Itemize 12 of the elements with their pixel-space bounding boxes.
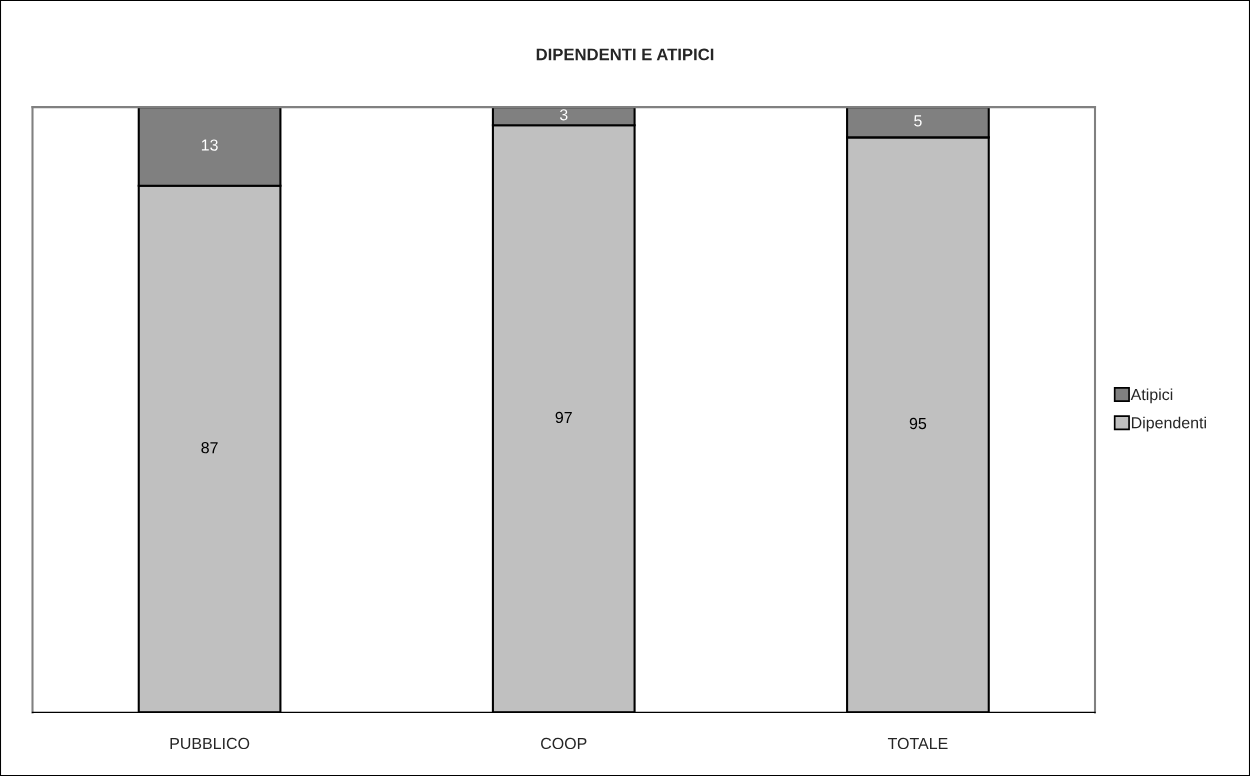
data-label: 3 <box>559 109 568 121</box>
data-label: 97 <box>555 411 572 424</box>
x-tick-label: COOP <box>541 737 587 750</box>
data-label: 13 <box>201 139 218 151</box>
x-tick-label: PUBBLICO <box>170 737 250 750</box>
chart-title: DIPENDENTI E ATIPICI <box>536 48 714 61</box>
data-label: 95 <box>909 417 927 430</box>
legend-label: Dipendenti <box>1131 416 1206 432</box>
data-label: 5 <box>914 115 922 127</box>
legend-label: Atipici <box>1130 388 1173 404</box>
data-label: 87 <box>201 442 218 454</box>
x-tick-label: TOTALE <box>887 737 948 750</box>
